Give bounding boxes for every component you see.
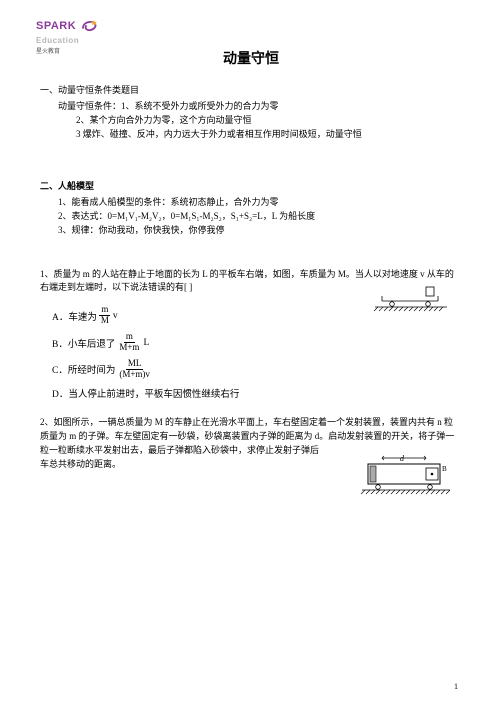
q1-optC-frac: ML (M+m)v [117, 359, 152, 380]
q2-fig-B-label: B [442, 465, 447, 473]
q1-optC: C．所经时间为 ML (M+m)v [52, 359, 462, 380]
q2-line1: 2、如图所示，一辆总质量为 M 的车静止在光滑水平面上，车右壁固定着一个发射装置… [40, 416, 462, 430]
q1-optB-pre: B．小车后退了 [52, 336, 115, 350]
q1-optC-pre: C．所经时间为 [52, 362, 115, 376]
section-1: 一、动量守恒条件类题目 动量守恒条件：1、系统不受外力或所受外力的合力为零 2、… [40, 84, 462, 142]
section2-head: 二、人船模型 [40, 180, 462, 194]
q1-optA-post: v [113, 311, 118, 321]
logo-swirl-icon [80, 18, 98, 36]
q1-optA-pre: A．车速为 [52, 309, 97, 323]
q1-optA-frac: m M [99, 305, 111, 326]
page-number: 1 [454, 682, 458, 691]
q2-fig-d-label: d [400, 454, 405, 463]
q1-optD: D．当人停止前进时，平板车因惯性继续右行 [52, 386, 462, 400]
question-1: 1、质量为 m 的人站在静止于地面的长为 L 的平板车右端，如图，车质量为 M。… [40, 268, 462, 400]
logo-brand-cn: 星火教育 [36, 46, 98, 55]
page-title: 动量守恒 [40, 48, 462, 68]
q1-optB-frac: m M+m [117, 332, 141, 353]
section2-p2: 2、表达式：0=M₁V₁-M₂V₂，0=M₁S₁-M₂S₂，S₁+S₂=L，L … [58, 210, 462, 224]
q1-optB-post: L [143, 338, 149, 348]
question-2: 2、如图所示，一辆总质量为 M 的车静止在光滑水平面上，车右壁固定着一个发射装置… [40, 416, 462, 472]
q2-line2: 质量为 m 的子弹。车左壁固定有一砂袋，砂袋离装置内子弹的距离为 d。启动发射装… [40, 430, 462, 444]
section-2: 二、人船模型 1、能看成人船模型的条件：系统初态静止，合外力为零 2、表达式：0… [40, 180, 462, 238]
q2-figure: d B [360, 454, 452, 506]
section2-p3: 3、规律：你动我动，你快我快，你停我停 [58, 224, 462, 238]
section1-head: 一、动量守恒条件类题目 [40, 84, 462, 98]
section2-p1: 1、能看成人船模型的条件：系统初态静止，合外力为零 [58, 196, 462, 210]
logo-brand-en2: Education [36, 36, 98, 45]
section1-cond2: 2、某个方向合外力为零，这个方向动量守恒 [76, 114, 462, 128]
section1-cond3: 3 爆炸、碰撞、反冲，内力远大于外力或者相互作用时间极短，动量守恒 [76, 128, 462, 142]
logo-brand-en1: SPARK [36, 20, 76, 32]
q1-optB: B．小车后退了 m M+m L [52, 332, 462, 353]
logo: SPARK Education 星火教育 [36, 18, 98, 55]
section1-cond-head: 动量守恒条件：1、系统不受外力或所受外力的合力为零 [58, 100, 462, 114]
q1-stem1: 1、质量为 m 的人站在静止于地面的长为 L 的平板车右端，如图，车质量为 M。… [40, 268, 462, 282]
q1-figure [372, 286, 452, 322]
